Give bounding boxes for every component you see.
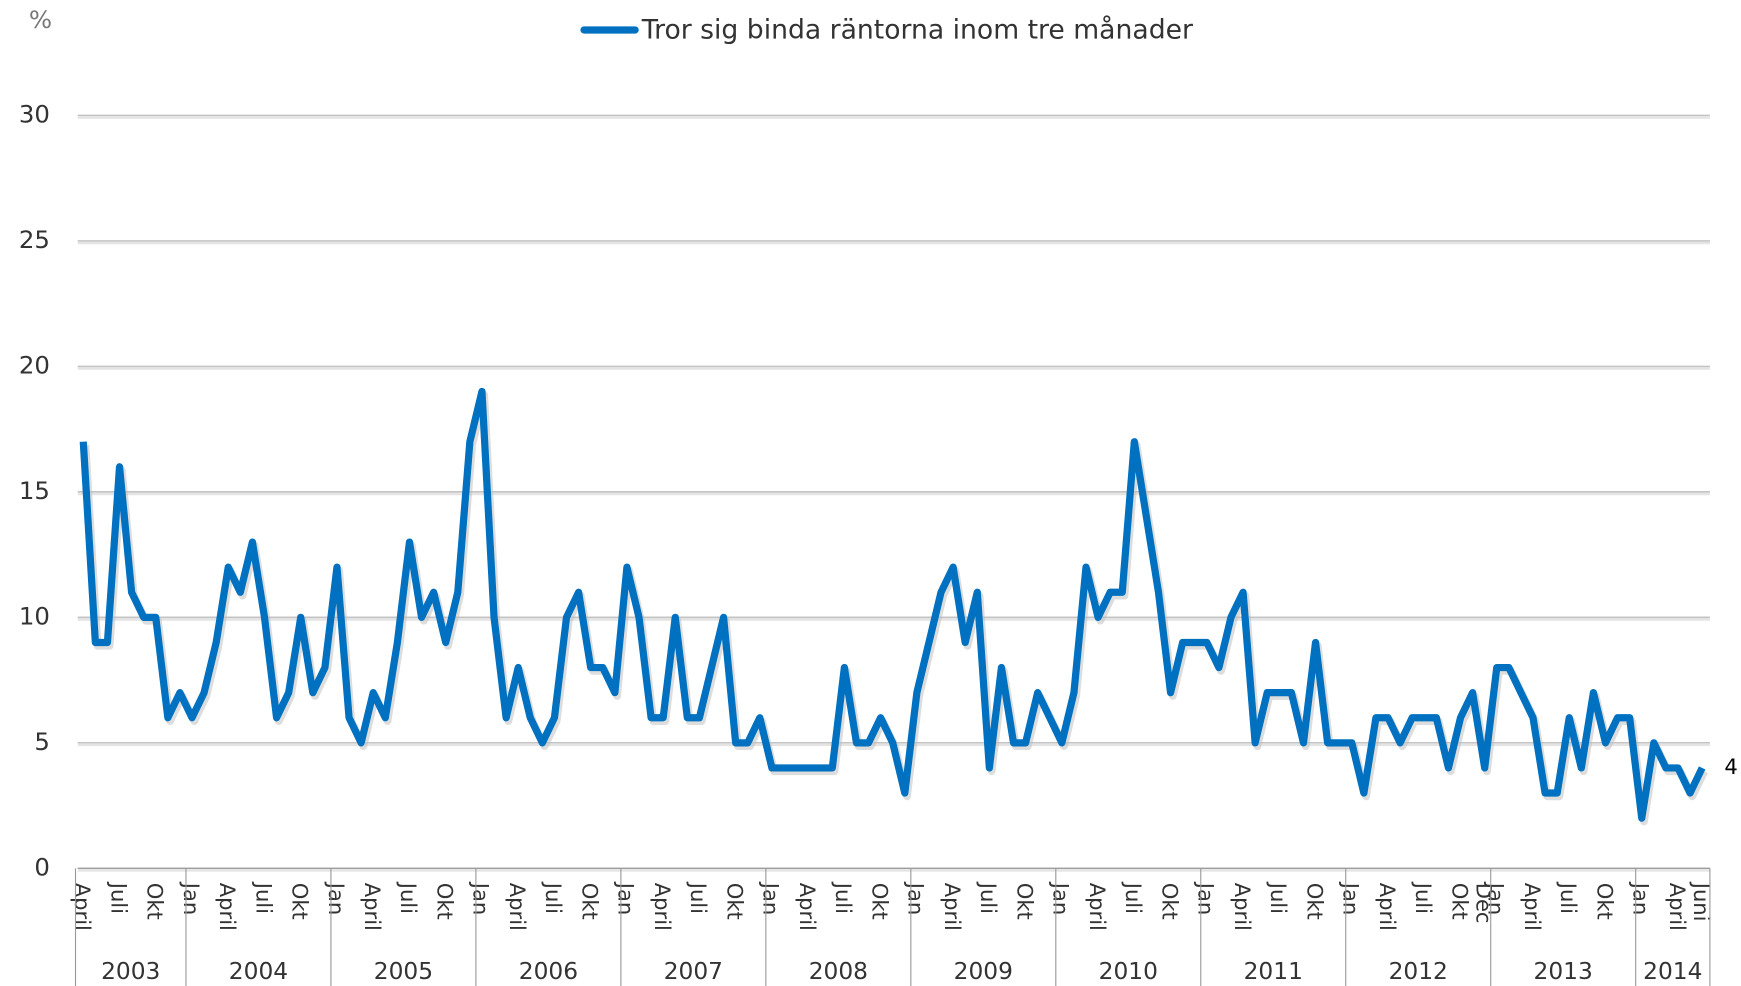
x-tick-label: Okt [1592,883,1617,920]
y-tick-label: 20 [19,350,50,379]
year-label: 2004 [229,958,288,985]
x-tick-label: Okt [288,883,313,920]
x-tick-label: April [650,883,675,931]
x-tick-label: Jan [324,881,349,916]
x-tick-label: Jan [1484,881,1509,916]
x-tick-label: Jan [1049,881,1074,916]
y-tick-label: 25 [19,225,50,254]
x-tick-label: Juli [1121,881,1146,914]
x-tick-label: Jan [904,881,929,916]
year-label: 2012 [1389,958,1448,985]
x-tick-label: Juli [1411,881,1436,914]
x-tick-label: Okt [722,883,747,920]
y-tick-label: 30 [19,99,50,128]
year-label: 2003 [101,958,160,985]
x-tick-label: Juli [686,881,711,914]
y-tick-label: 10 [19,601,50,630]
x-tick-label: Okt [143,883,168,920]
x-tick-label: April [1665,883,1690,931]
x-tick-label: April [215,883,240,931]
x-tick-label: Okt [1302,883,1327,920]
x-tick-label: April [505,883,530,931]
series-line [79,387,1706,822]
year-label: 2008 [809,958,868,985]
x-tick-label: Juli [1266,881,1291,914]
legend-label: Tror sig binda räntorna inom tre månader [641,15,1193,46]
x-tick-label: Okt [432,883,457,920]
x-tick-label: Juli [396,881,421,914]
x-tick-label: Jan [1629,881,1654,916]
x-tick-label: April [1230,883,1255,931]
y-tick-label: 5 [34,727,50,756]
y-tick-label: 15 [19,476,50,505]
x-tick-label: Dec [1471,883,1496,924]
year-label: 2013 [1534,958,1593,985]
x-tick-label: Okt [867,883,892,920]
x-tick-label: Juli [541,881,566,914]
year-label: 2009 [954,958,1013,985]
x-tick-label: Okt [577,883,602,920]
x-tick-label: April [1375,883,1400,931]
x-tick-label: April [795,883,820,931]
x-tick-label: Juli [106,881,131,914]
x-tick-label: Juli [976,881,1001,914]
x-tick-label: Okt [1157,883,1182,920]
year-label: 2010 [1099,958,1158,985]
x-tick-label: Jan [179,881,204,916]
year-label: 2014 [1643,958,1702,985]
year-label: 2011 [1244,958,1303,985]
unit-label: % [29,5,52,34]
year-label: 2005 [374,958,433,985]
x-tick-label: Jan [1194,881,1219,916]
x-tick-label: Okt [1012,883,1037,920]
x-tick-label: April [360,883,385,931]
x-tick-label: Jan [614,881,639,916]
year-label: 2007 [664,958,723,985]
x-tick-label: April [940,883,965,931]
x-tick-label: Juli [251,881,276,914]
x-tick-label: Jan [759,881,784,916]
x-tick-label: April [70,883,95,931]
data-label: 4 [1724,754,1737,779]
x-tick-label: Okt [1447,883,1472,920]
y-tick-label: 0 [34,852,50,881]
x-tick-label: Jan [469,881,494,916]
year-label: 2006 [519,958,578,985]
x-tick-label: April [1085,883,1110,931]
x-tick-label: Juli [1556,881,1581,914]
x-tick-label: Juli [831,881,856,914]
x-tick-label: April [1520,883,1545,931]
x-tick-label: Jan [1339,881,1364,916]
